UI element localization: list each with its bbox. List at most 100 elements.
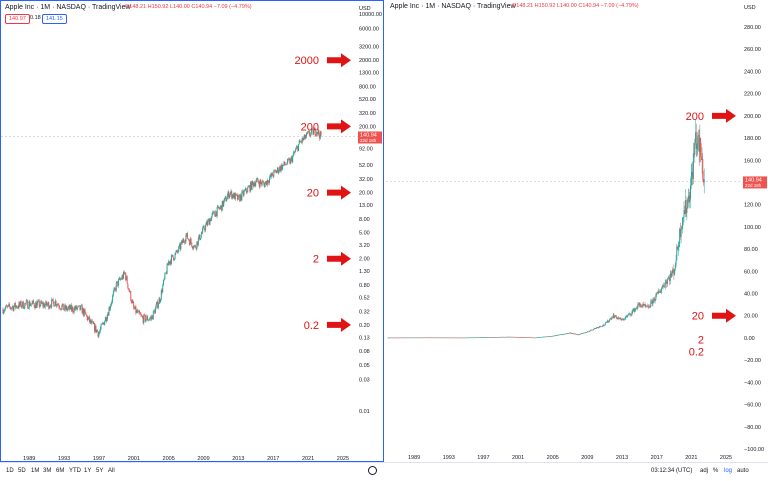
currency-label: USD bbox=[359, 6, 371, 12]
candle-body bbox=[601, 326, 603, 327]
candle-body bbox=[138, 310, 140, 312]
candle-body bbox=[495, 337, 497, 338]
candle-body bbox=[85, 314, 87, 316]
candle-body bbox=[290, 157, 292, 159]
red-arrow-icon bbox=[712, 308, 736, 323]
red-arrow-icon bbox=[327, 185, 351, 200]
candle-body bbox=[207, 219, 209, 221]
candle-body bbox=[89, 319, 91, 322]
candle-body bbox=[597, 327, 599, 328]
candle-body bbox=[554, 335, 556, 337]
candle-body bbox=[585, 332, 587, 334]
candle-body bbox=[112, 295, 114, 302]
candle-body bbox=[292, 155, 294, 163]
range-ytd-button[interactable]: YTD bbox=[69, 468, 81, 474]
y-tick-label: 180.00 bbox=[744, 136, 761, 142]
candle-body bbox=[139, 310, 141, 314]
right-linear-chart[interactable]: 280.00260.00240.00220.00200.00180.00160.… bbox=[386, 0, 768, 462]
candle-body bbox=[279, 166, 281, 172]
candle-body bbox=[652, 300, 654, 305]
candle-body bbox=[266, 180, 268, 186]
auto-toggle[interactable]: auto bbox=[737, 468, 749, 474]
candle-body bbox=[647, 305, 649, 307]
candle-body bbox=[565, 333, 567, 335]
range-1d-button[interactable]: 1D bbox=[6, 468, 14, 474]
candle-body bbox=[186, 233, 188, 236]
range-1y-button[interactable]: 1Y bbox=[84, 468, 92, 474]
candle-body bbox=[646, 305, 648, 307]
candle-body bbox=[411, 337, 413, 339]
candle-body bbox=[430, 337, 432, 339]
settings-gear-icon[interactable] bbox=[368, 466, 377, 475]
candle-body bbox=[317, 129, 319, 134]
candle-body bbox=[512, 336, 514, 338]
range-3m-button[interactable]: 3M bbox=[43, 468, 52, 474]
range-all-button[interactable]: All bbox=[108, 468, 115, 474]
candle-body bbox=[59, 307, 61, 309]
candle-body bbox=[276, 170, 278, 173]
candle-body bbox=[224, 196, 226, 199]
y-tick-label: 60.00 bbox=[744, 269, 758, 275]
candle-body bbox=[65, 306, 67, 310]
candle-body bbox=[233, 192, 235, 198]
candle-body bbox=[223, 198, 225, 201]
range-1m-button[interactable]: 1M bbox=[31, 468, 40, 474]
candle-body bbox=[112, 291, 114, 296]
candle-body bbox=[150, 317, 152, 319]
ask-price-pill[interactable]: 141.15 bbox=[42, 14, 67, 24]
candle-body bbox=[70, 305, 72, 310]
left-log-chart[interactable]: 10000.00 6000.00 3200.00 2000.00 1300.00 800.… bbox=[1, 1, 385, 463]
candle-body bbox=[687, 195, 689, 200]
candle-body bbox=[30, 303, 32, 305]
candle-body bbox=[182, 239, 184, 243]
candle-body bbox=[40, 301, 42, 304]
candle-body bbox=[591, 329, 593, 331]
candle-body bbox=[416, 337, 418, 339]
candle-body bbox=[636, 308, 638, 309]
candle-body bbox=[194, 245, 196, 247]
candle-body bbox=[573, 333, 575, 335]
candle-body bbox=[250, 182, 252, 190]
candle-body bbox=[596, 327, 598, 329]
log-toggle[interactable]: log bbox=[724, 468, 733, 474]
candle-body bbox=[292, 152, 294, 156]
candle-body bbox=[136, 310, 138, 313]
candle-body bbox=[130, 291, 132, 301]
candle-body bbox=[482, 337, 484, 338]
candle-body bbox=[5, 305, 7, 308]
y-tick-label: 280.00 bbox=[744, 25, 761, 31]
right-chart-panel[interactable]: Apple Inc · 1M · NASDAQ · TradingView O1… bbox=[386, 0, 768, 462]
candle-body bbox=[535, 337, 537, 339]
range-5y-button[interactable]: 5Y bbox=[96, 468, 104, 474]
candle-body bbox=[669, 273, 671, 281]
candle-body bbox=[313, 128, 315, 131]
candle-body bbox=[395, 337, 397, 339]
candle-body bbox=[691, 171, 693, 177]
candle-body bbox=[82, 308, 84, 314]
candle-body bbox=[226, 199, 228, 202]
candle-body bbox=[87, 317, 89, 320]
candle-body bbox=[490, 337, 492, 338]
left-chart-panel[interactable]: Apple Inc · 1M · NASDAQ · TradingView O1… bbox=[0, 0, 384, 462]
candle-body bbox=[424, 337, 426, 339]
candle-body bbox=[181, 240, 183, 244]
adjust-toggle[interactable]: adj bbox=[700, 468, 709, 474]
candle-body bbox=[426, 337, 428, 339]
candle-body bbox=[107, 314, 109, 316]
red-arrow-icon bbox=[712, 108, 736, 123]
candle-body bbox=[306, 132, 308, 134]
range-5d-button[interactable]: 5D bbox=[18, 468, 26, 474]
candle-body bbox=[287, 158, 289, 164]
candle-body bbox=[49, 305, 51, 307]
candle-body bbox=[485, 337, 487, 338]
candle-body bbox=[431, 337, 433, 339]
candle-body bbox=[141, 315, 143, 317]
candle-body bbox=[644, 304, 646, 306]
range-6m-button[interactable]: 6M bbox=[56, 468, 65, 474]
candle-body bbox=[514, 336, 516, 338]
candle-body bbox=[103, 322, 105, 326]
bid-price-pill[interactable]: 140.97 bbox=[5, 14, 30, 24]
candle-body bbox=[425, 337, 427, 339]
candle-body bbox=[212, 211, 214, 214]
percent-toggle[interactable]: % bbox=[713, 468, 719, 474]
